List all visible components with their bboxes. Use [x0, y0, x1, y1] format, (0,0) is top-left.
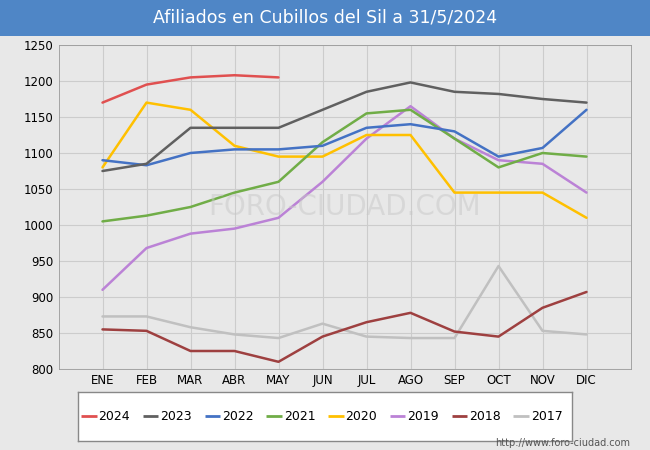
- Text: 2023: 2023: [160, 410, 192, 423]
- Text: http://www.foro-ciudad.com: http://www.foro-ciudad.com: [495, 438, 630, 448]
- Text: 2018: 2018: [469, 410, 500, 423]
- Text: Afiliados en Cubillos del Sil a 31/5/2024: Afiliados en Cubillos del Sil a 31/5/202…: [153, 9, 497, 27]
- Text: 2020: 2020: [345, 410, 377, 423]
- Text: 2024: 2024: [98, 410, 130, 423]
- Text: FORO-CIUDAD.COM: FORO-CIUDAD.COM: [208, 193, 481, 221]
- Text: 2017: 2017: [530, 410, 562, 423]
- Text: 2019: 2019: [407, 410, 439, 423]
- Text: 2022: 2022: [222, 410, 254, 423]
- Text: 2021: 2021: [283, 410, 315, 423]
